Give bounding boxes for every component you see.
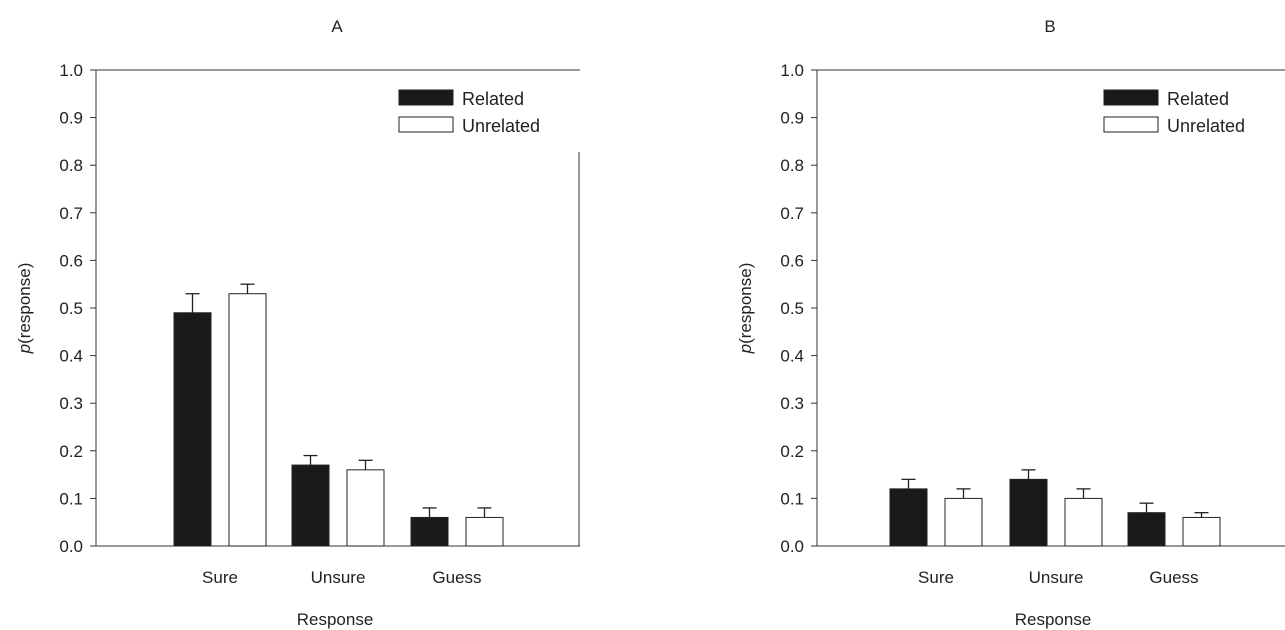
chart-panel-b: B 0.0 0.1 0.2 0.3 0.4 0.5 0.6 0.7 0.8 0.9 1.0 p(resp… — [736, 17, 1285, 629]
legend-label-related: Related — [462, 89, 524, 109]
y-tick-label: 0.2 — [59, 442, 83, 461]
y-tick-label: 0.2 — [780, 442, 804, 461]
y-axis-title-italic-part: p — [736, 344, 755, 354]
y-tick-label: 0.9 — [59, 109, 83, 128]
legend-label-unrelated: Unrelated — [462, 116, 540, 136]
bar-unrelated-sure — [944, 497, 983, 547]
y-tick-label: 0.1 — [780, 489, 804, 508]
y-tick-label: 0.1 — [59, 489, 83, 508]
legend-label-unrelated: Unrelated — [1167, 116, 1245, 136]
bar-related-unsure — [291, 464, 330, 547]
y-tick-label: 0.7 — [780, 204, 804, 223]
y-tick-label: 0.5 — [780, 299, 804, 318]
x-tick-label: Sure — [202, 568, 238, 587]
y-tick-label: 0.4 — [59, 347, 83, 366]
bar-unrelated-guess — [465, 516, 504, 547]
y-tick-label: 0.6 — [59, 251, 83, 270]
x-tick-label: Guess — [432, 568, 481, 587]
y-tick-label: 0.9 — [780, 109, 804, 128]
x-tick-label: Unsure — [1029, 568, 1084, 587]
chart-panel-a: A 0.0 0.1 0.2 0.3 0.4 0.5 0.6 0.7 0.8 0.9 1.0 p(resp… — [15, 17, 580, 629]
bar-related-sure — [173, 312, 212, 547]
chart-title: B — [1044, 17, 1055, 36]
y-tick-label: 0.0 — [59, 537, 83, 556]
x-tick-label: Sure — [918, 568, 954, 587]
legend-swatch-related — [1103, 89, 1159, 106]
y-tick-label: 0.6 — [780, 251, 804, 270]
y-axis-title: p(response) — [15, 263, 34, 355]
legend-swatch-unrelated — [398, 116, 454, 133]
y-tick-label: 1.0 — [780, 61, 804, 80]
x-axis-title: Response — [1015, 610, 1092, 629]
x-tick-label: Unsure — [311, 568, 366, 587]
y-tick-label: 0.3 — [780, 394, 804, 413]
y-tick-label: 0.3 — [59, 394, 83, 413]
bar-unrelated-guess — [1182, 516, 1221, 547]
legend-label-related: Related — [1167, 89, 1229, 109]
y-tick-label: 1.0 — [59, 61, 83, 80]
bar-related-sure — [889, 488, 928, 547]
y-tick-label: 0.7 — [59, 204, 83, 223]
y-tick-label: 0.4 — [780, 347, 804, 366]
legend-swatch-related — [398, 89, 454, 106]
x-axis-title: Response — [297, 610, 374, 629]
y-tick-label: 0.5 — [59, 299, 83, 318]
bar-unrelated-unsure — [346, 469, 385, 547]
y-axis-title-rest: (response) — [736, 263, 755, 344]
bar-unrelated-unsure — [1064, 497, 1103, 547]
chart-title: A — [331, 17, 343, 36]
y-axis-title-italic-part: p — [15, 344, 34, 354]
y-axis-title: p(response) — [736, 263, 755, 355]
bar-related-guess — [1127, 512, 1166, 547]
x-tick-label: Guess — [1149, 568, 1198, 587]
legend-swatch-unrelated — [1103, 116, 1159, 133]
bar-related-unsure — [1009, 478, 1048, 547]
y-tick-label: 0.0 — [780, 537, 804, 556]
y-tick-label: 0.8 — [59, 156, 83, 175]
bar-unrelated-sure — [228, 293, 267, 547]
bar-related-guess — [410, 516, 449, 547]
y-axis-title-rest: (response) — [15, 263, 34, 344]
y-tick-label: 0.8 — [780, 156, 804, 175]
